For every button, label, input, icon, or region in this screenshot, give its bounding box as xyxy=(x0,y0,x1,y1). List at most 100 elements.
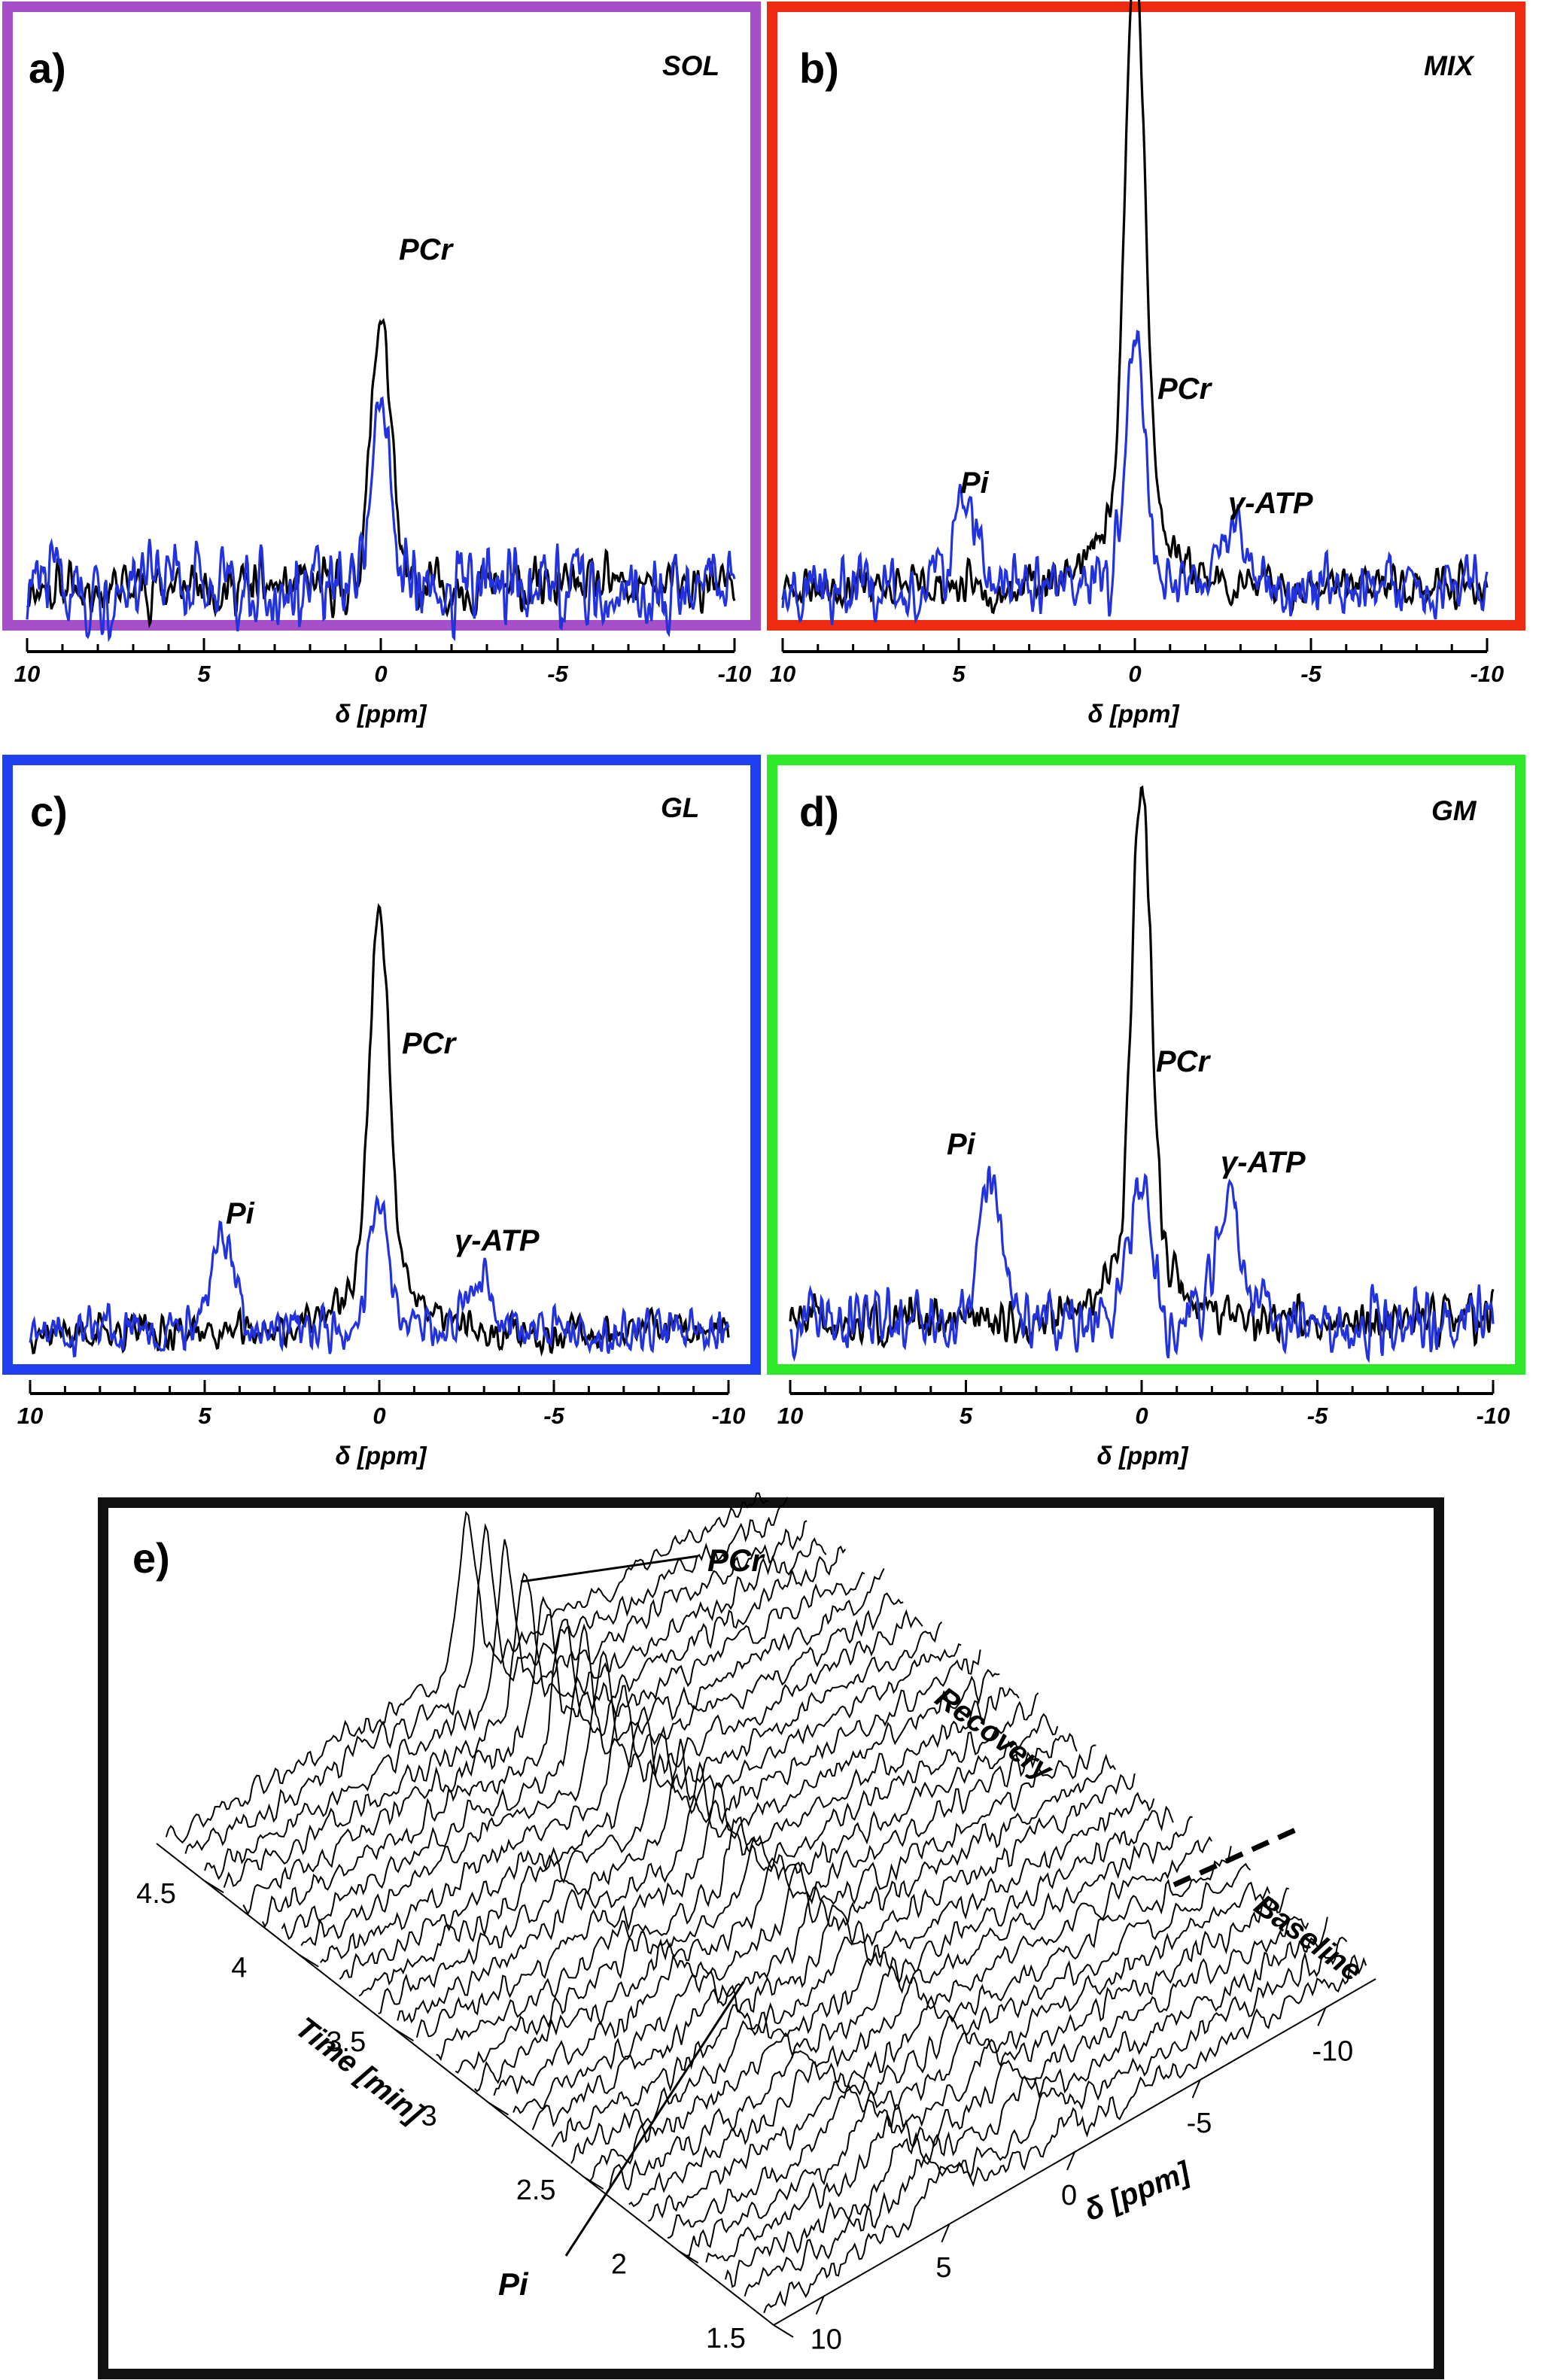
time-tick-label: 1.5 xyxy=(706,2323,746,2354)
panel-e-spectrum xyxy=(358,1643,962,1997)
panel-e-spectrum xyxy=(763,1954,1367,2314)
panel-d-pi-label: Pi xyxy=(947,1128,976,1161)
panel-e-spectrum xyxy=(628,1846,1232,2208)
time-tick-label: 4 xyxy=(231,1953,247,1984)
tick-mark xyxy=(1317,2007,1327,2026)
panel-e-pi-leader xyxy=(564,1981,745,2257)
panel-c-pcr-label: PCr xyxy=(402,1027,458,1060)
tick-mark xyxy=(773,2324,794,2338)
tick-mark xyxy=(298,1953,319,1968)
panel-c-letter: c) xyxy=(30,788,68,835)
panel-d-pcr-label: PCr xyxy=(1156,1045,1212,1078)
x-tick-label: -5 xyxy=(1307,1403,1328,1429)
panel-e-spectrum xyxy=(744,1936,1348,2297)
panel-e-spectrum xyxy=(397,1668,1000,2024)
ppm-tick-label: 10 xyxy=(811,2324,842,2356)
panel-c-series-black xyxy=(29,903,730,1357)
x-tick-label: 10 xyxy=(777,1403,803,1429)
tick-mark xyxy=(1191,2079,1201,2099)
tick-mark xyxy=(678,2250,699,2264)
x-tick-label: 0 xyxy=(1135,1403,1148,1429)
panel-e-spectrum xyxy=(339,1621,943,1980)
x-tick-label: 5 xyxy=(952,661,966,687)
panel-b-xlabel: δ [ppm] xyxy=(1088,700,1180,728)
x-tick-label: 0 xyxy=(373,1403,385,1429)
panel-e-spectrum xyxy=(647,1862,1252,2222)
panel-c-xlabel: δ [ppm] xyxy=(336,1442,427,1470)
panel-b-series-blue xyxy=(781,330,1489,625)
time-tick-label: 2 xyxy=(611,2249,627,2281)
panel-e-spectrum xyxy=(281,1568,885,1941)
panel-e-ppm-axis-label: δ [ppm] xyxy=(1080,2155,1196,2227)
panel-e-spectrum xyxy=(204,1520,807,1880)
panel-b-pcr-label: PCr xyxy=(1157,372,1213,406)
panel-a-pcr-label: PCr xyxy=(399,233,455,266)
panel-e-spectrum xyxy=(378,1649,981,2014)
tick-mark xyxy=(815,2296,825,2315)
x-tick-label: -10 xyxy=(1477,1403,1510,1429)
panel-d-series-black xyxy=(789,785,1495,1349)
tick-mark xyxy=(941,2223,950,2243)
x-tick-label: -5 xyxy=(1300,661,1321,687)
panel-b-frame xyxy=(767,2,1525,631)
panel-e-letter: e) xyxy=(132,1534,170,1582)
panel-a-series-blue xyxy=(26,396,736,643)
x-tick-label: 10 xyxy=(770,661,795,687)
x-tick-label: -10 xyxy=(712,1403,746,1429)
panel-e-waterfall: 1.5 2 2.5 3 3.5 4 4.5 10 5 0 -5 -10 xyxy=(136,1492,1376,2356)
panel-d-frame xyxy=(767,755,1525,1375)
panel-e-spectrum xyxy=(223,1537,827,1888)
time-tick-label: 2.5 xyxy=(516,2175,556,2206)
panel-a-title: SOL xyxy=(662,50,719,81)
panel-d-letter: d) xyxy=(799,788,839,835)
panel-e-spectrum xyxy=(589,1816,1193,2181)
x-tick-label: 5 xyxy=(960,1403,973,1429)
panel-a-series-black xyxy=(26,318,736,629)
tick-mark xyxy=(488,2102,509,2116)
panel-e-spectrum xyxy=(551,1792,1155,2147)
panel-e-spectrum xyxy=(474,1732,1078,2093)
panel-e-spectrum xyxy=(609,1836,1213,2191)
panel-b-pi-label: Pi xyxy=(960,467,990,500)
panel-e-spectrum xyxy=(415,1687,1020,2038)
panel-e-spectrum xyxy=(667,1881,1271,2239)
panel-a-xlabel: δ [ppm] xyxy=(336,700,427,728)
panel-e-spectrum xyxy=(686,1887,1289,2257)
ppm-tick-label: 0 xyxy=(1061,2180,1077,2211)
panel-e-time-axis xyxy=(156,1843,774,2326)
panel-e-spectrum xyxy=(165,1492,768,1844)
tick-mark xyxy=(583,2176,604,2190)
panel-c-title: GL xyxy=(661,792,699,823)
panel-e-baseline-label: Baseline xyxy=(1249,1889,1368,1988)
panel-a-frame xyxy=(2,2,761,631)
panel-e-spectrum xyxy=(531,1773,1136,2130)
x-tick-label: -5 xyxy=(547,661,568,687)
panel-e-spectrum xyxy=(455,1713,1059,2075)
panel-e-spectrum xyxy=(570,1805,1174,2164)
panel-e-spectrum xyxy=(436,1692,1039,2062)
x-tick-label: -10 xyxy=(1471,661,1504,687)
panel-b-gatp-label: γ-ATP xyxy=(1228,487,1313,520)
tick-mark xyxy=(203,1880,224,1894)
tick-mark xyxy=(1066,2151,1075,2171)
panel-e-spectrum xyxy=(705,1916,1309,2263)
x-tick-label: 0 xyxy=(374,661,387,687)
panel-e-pcr-label: PCr xyxy=(707,1543,765,1578)
x-tick-label: 10 xyxy=(14,661,40,687)
panel-c-frame xyxy=(2,755,761,1375)
panel-e-spectrum xyxy=(724,1916,1328,2288)
panel-e-spectrum xyxy=(320,1609,923,1963)
ppm-tick-label: -5 xyxy=(1187,2108,1212,2139)
time-tick-label: 3 xyxy=(421,2101,437,2132)
panel-d-gatp-label: γ-ATP xyxy=(1221,1146,1306,1179)
panel-d-title: GM xyxy=(1431,795,1477,826)
panel-e-spectrum xyxy=(262,1571,865,1929)
panel-e-spectrum xyxy=(300,1592,904,1947)
panel-e-spectrum xyxy=(242,1545,847,1916)
panel-e-baseline-divider xyxy=(1172,1824,1303,1888)
x-tick-label: 0 xyxy=(1128,661,1141,687)
time-tick-label: 4.5 xyxy=(136,1878,176,1910)
panel-e-pcr-leader xyxy=(520,1555,699,1583)
panel-a-letter: a) xyxy=(29,44,66,92)
